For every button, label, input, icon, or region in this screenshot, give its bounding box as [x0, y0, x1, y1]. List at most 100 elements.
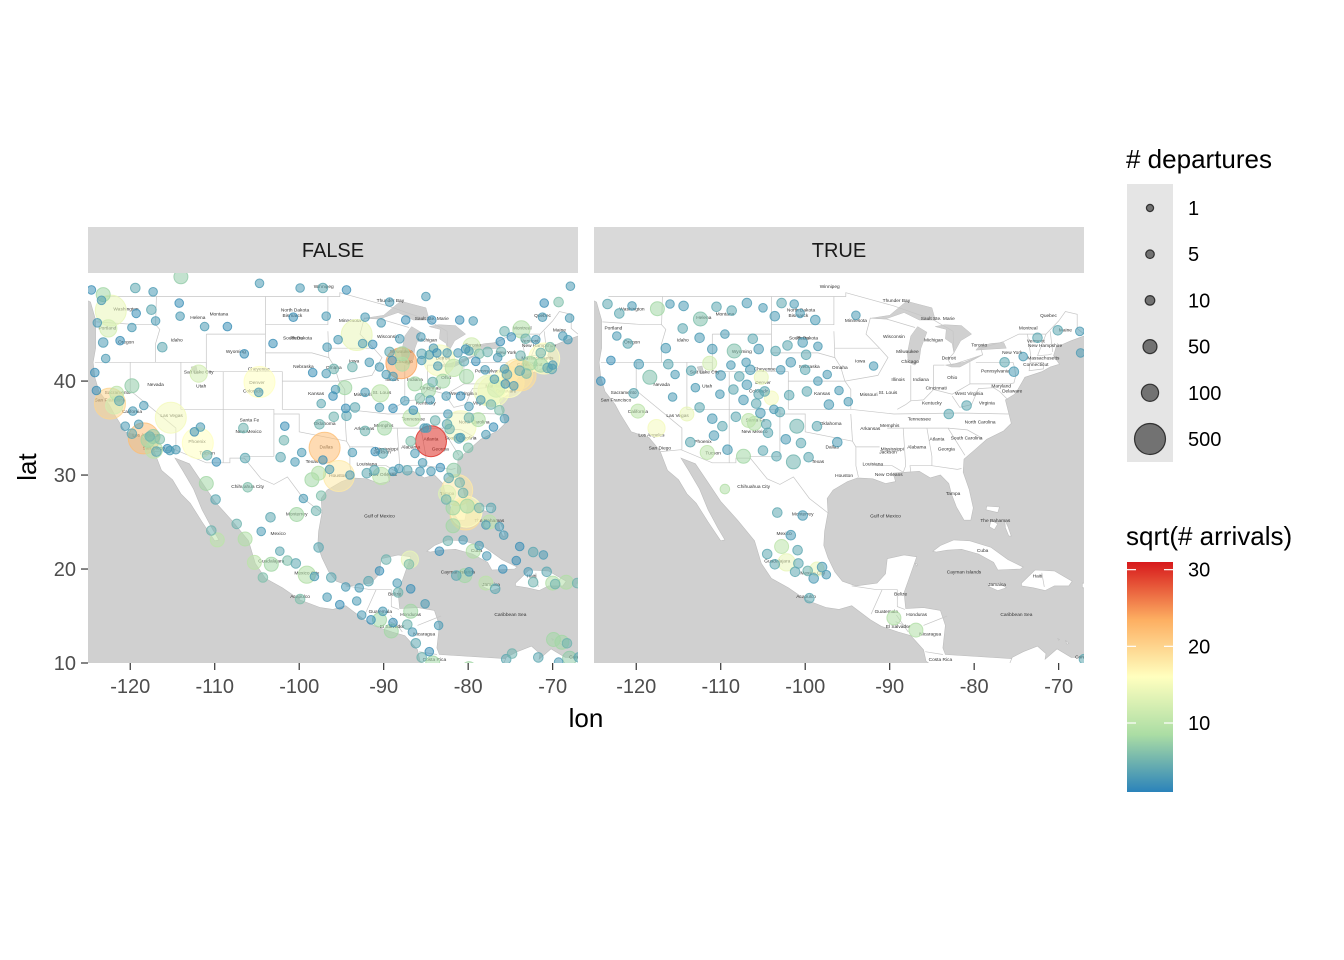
data-point-false-112: [429, 415, 441, 426]
data-point-false-1: [99, 319, 118, 338]
data-point-true-23: [747, 333, 759, 345]
color-legend-label: 10: [1188, 713, 1210, 735]
border-line: [282, 357, 340, 382]
data-point-false-82: [459, 498, 475, 514]
basemap-label: New Hampshire: [1028, 343, 1062, 349]
basemap-label: Portland: [604, 325, 622, 331]
data-point-false-182: [309, 571, 320, 582]
data-point-false-186: [351, 596, 362, 606]
basemap-label: Kentucky: [416, 401, 436, 407]
data-point-false-119: [515, 350, 526, 362]
data-point-true-90: [795, 437, 807, 449]
border-line: [129, 362, 177, 450]
data-point-true-10: [776, 297, 787, 309]
data-point-false-10: [243, 366, 276, 398]
basemap-label: Montana: [210, 311, 229, 317]
data-point-false-177: [256, 526, 267, 537]
data-point-false-117: [482, 346, 493, 358]
y-tick-label: 40: [54, 371, 76, 393]
land-shape: [1065, 640, 1070, 645]
land-shape: [1082, 582, 1084, 589]
data-point-true-33: [822, 369, 833, 380]
data-point-false-322: [366, 615, 376, 625]
data-point-false-203: [275, 451, 286, 463]
data-point-false-316: [538, 550, 549, 560]
facet-strip-true: [594, 227, 1084, 273]
data-point-true-89: [780, 434, 792, 445]
y-tick-label: 10: [54, 653, 76, 675]
border-line: [417, 615, 442, 626]
data-point-true-32: [799, 364, 811, 376]
data-point-true-64: [699, 445, 715, 460]
data-point-true-119: [1008, 366, 1020, 378]
data-point-false-115: [443, 409, 453, 419]
color-legend-label: 30: [1188, 560, 1210, 582]
land-shape: [932, 539, 1024, 571]
data-point-false-105: [347, 361, 358, 373]
data-point-false-266: [341, 285, 352, 295]
data-point-false-98: [416, 355, 427, 366]
data-point-false-228: [408, 405, 419, 416]
data-point-false-90: [494, 404, 505, 416]
data-point-false-198: [310, 505, 322, 517]
data-point-false-144: [322, 342, 332, 353]
data-point-true-111: [886, 610, 902, 626]
basemap-label: Quebec: [1040, 313, 1057, 319]
data-point-false-214: [435, 462, 446, 473]
data-point-true-30: [785, 357, 797, 368]
basemap-label: Connecticut: [1023, 362, 1049, 368]
data-point-false-123: [520, 333, 531, 345]
basemap-label: West Virginia: [955, 391, 983, 397]
border-line: [947, 427, 966, 456]
data-point-false-66: [316, 398, 327, 409]
data-point-true-55: [694, 402, 705, 413]
data-point-false-195: [410, 638, 422, 649]
data-point-false-320: [388, 617, 398, 628]
data-point-false-276: [150, 316, 161, 326]
border-line: [608, 292, 1084, 366]
data-point-true-43: [745, 364, 756, 376]
data-point-false-241: [376, 318, 387, 328]
data-point-true-37: [670, 369, 680, 380]
data-point-false-7: [154, 401, 187, 434]
data-point-false-302: [482, 551, 492, 561]
data-point-false-171: [206, 525, 217, 536]
data-point-false-242: [400, 315, 411, 325]
data-point-false-287: [573, 652, 578, 663]
data-point-true-57: [717, 420, 728, 432]
data-point-false-62: [253, 387, 264, 398]
border-line: [876, 465, 904, 473]
basemap-label: Jackson: [879, 449, 897, 455]
border-line: [155, 296, 161, 363]
basemap-label: Costa Rica: [929, 657, 953, 663]
data-point-true-49: [738, 394, 749, 406]
data-point-false-138: [427, 315, 437, 325]
data-point-false-91: [485, 399, 497, 410]
color-legend: sqrt(# arrivals) 10 20 30: [1126, 521, 1292, 792]
data-point-true-50: [750, 398, 762, 409]
data-point-false-189: [392, 578, 403, 588]
size-legend-label: 100: [1188, 383, 1221, 405]
basemap-label: Kansas: [814, 391, 831, 397]
data-point-false-73: [347, 447, 358, 458]
basemap-label: Houston: [835, 473, 853, 479]
basemap-label: Tennessee: [908, 417, 932, 423]
data-point-true-114: [868, 361, 879, 371]
basemap-label: Kansas: [308, 391, 325, 397]
basemap-label: Gulf of Mexico: [870, 513, 901, 519]
data-point-false-321: [378, 606, 388, 617]
data-point-false-309: [485, 502, 497, 514]
data-point-false-15: [371, 384, 390, 403]
basemap-label: Nevada: [147, 382, 164, 388]
data-point-false-166: [195, 422, 206, 432]
data-point-false-167: [211, 457, 222, 467]
basemap-label: Memphis: [880, 423, 900, 429]
data-point-true-46: [741, 379, 753, 391]
data-point-false-204: [290, 457, 300, 467]
basemap-label: Nebraska: [293, 364, 314, 370]
border-line: [887, 427, 983, 439]
data-point-false-70: [314, 419, 325, 430]
basemap-label: San Francisco: [601, 398, 632, 404]
data-point-false-233: [360, 387, 370, 398]
basemap-label: Mexico: [776, 531, 792, 537]
